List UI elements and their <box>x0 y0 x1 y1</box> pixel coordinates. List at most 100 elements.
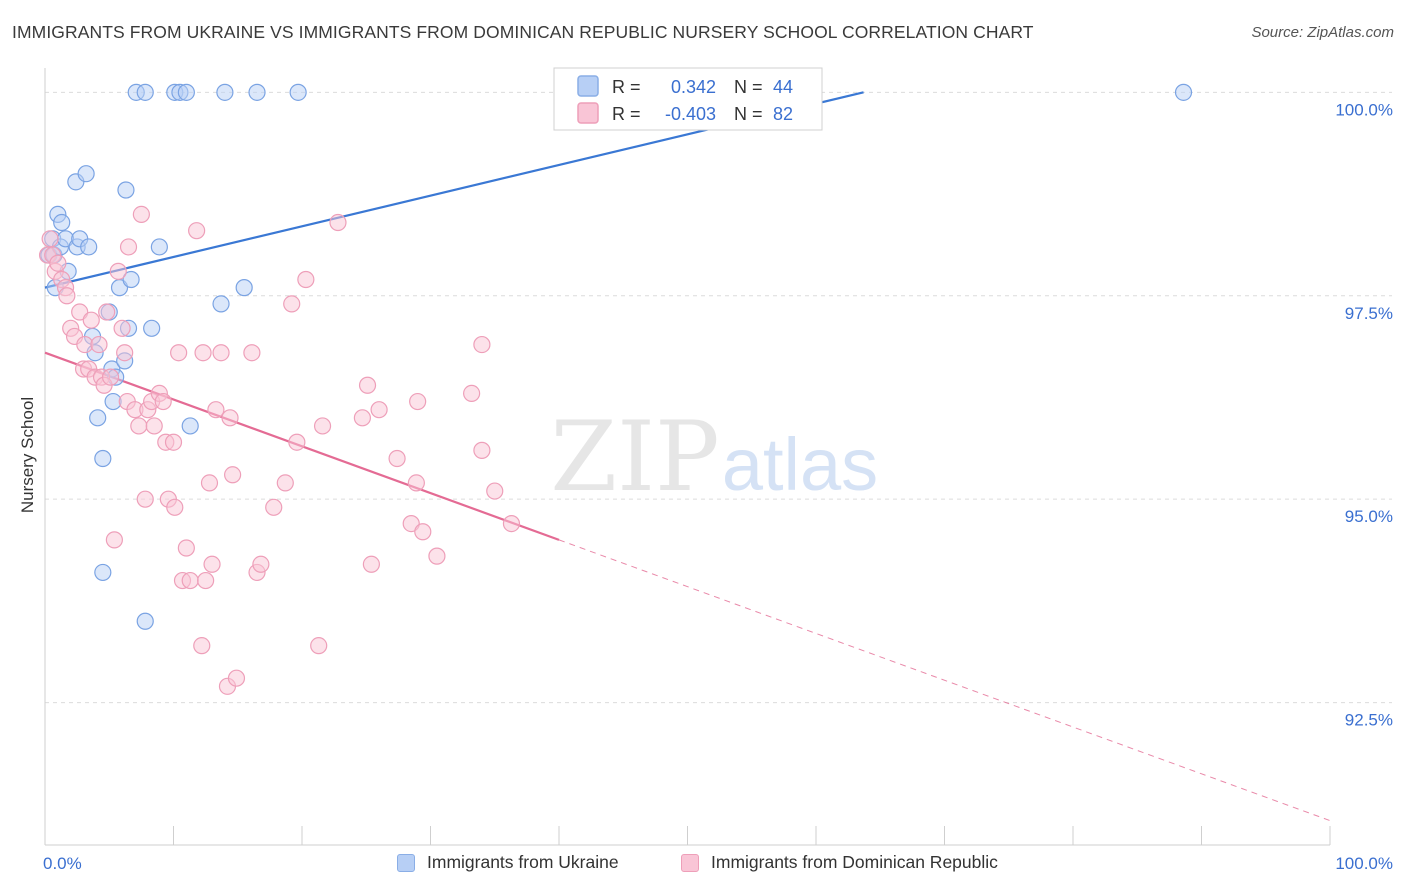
data-points <box>38 83 1193 695</box>
point-ukraine-39 <box>235 279 253 297</box>
legend-swatch-dominican-bottom <box>681 853 699 872</box>
point-dominican-65 <box>313 417 332 435</box>
point-ukraine-27 <box>122 270 140 289</box>
point-dominican-4 <box>49 254 67 272</box>
point-dominican-38 <box>164 433 183 451</box>
watermark-zip: ZIP <box>550 401 719 513</box>
point-dominican-63 <box>297 270 315 289</box>
point-dominican-75 <box>414 523 432 541</box>
point-dominican-23 <box>113 319 131 337</box>
point-dominican-78 <box>473 441 491 459</box>
point-dominican-79 <box>473 335 491 354</box>
point-ukraine-6 <box>53 213 71 232</box>
point-dominican-72 <box>402 514 420 533</box>
point-dominican-51 <box>212 344 230 362</box>
point-dominican-28 <box>130 417 148 435</box>
point-dominican-21 <box>105 531 123 549</box>
point-dominican-47 <box>197 571 215 590</box>
point-dominican-68 <box>358 376 377 394</box>
point-dominican-54 <box>224 466 242 484</box>
point-ukraine-35 <box>177 83 195 101</box>
point-ukraine-16 <box>89 409 107 427</box>
point-dominican-56 <box>243 344 261 362</box>
legend-r-label-dominican: R = <box>612 104 641 124</box>
point-ukraine-12 <box>77 165 95 183</box>
legend-r-label-ukraine: R = <box>612 77 641 97</box>
point-dominican-16 <box>90 335 108 354</box>
legend-swatch-dominican <box>577 102 599 124</box>
point-dominican-67 <box>353 409 371 427</box>
point-dominican-61 <box>283 295 301 313</box>
point-dominican-55 <box>227 669 246 687</box>
point-ukraine-37 <box>212 295 230 313</box>
point-dominican-58 <box>252 555 270 573</box>
point-dominican-42 <box>177 539 195 557</box>
point-ukraine-29 <box>136 83 154 101</box>
point-dominican-70 <box>370 401 388 419</box>
point-dominican-14 <box>82 311 100 329</box>
point-dominican-24 <box>116 344 134 362</box>
tick-labels: 92.5% 95.0% 97.5% 100.0% 0.0% 100.0% <box>43 100 1393 873</box>
point-dominican-30 <box>136 490 154 508</box>
legend-bottom: Immigrants from Ukraine Immigrants from … <box>0 852 1406 878</box>
grid-lines <box>45 91 1392 704</box>
legend-top: R = 0.342 N = 44 R = -0.403 N = 82 <box>553 67 823 131</box>
point-dominican-10 <box>71 303 89 321</box>
point-ukraine-41 <box>289 83 307 101</box>
point-dominican-39 <box>166 498 184 516</box>
trend-line-dominican-projection <box>558 539 1331 822</box>
point-ukraine-18 <box>94 563 112 582</box>
legend-n-value-dominican: 82 <box>773 104 793 124</box>
point-dominican-40 <box>170 344 188 362</box>
point-dominican-73 <box>407 474 425 492</box>
point-dominican-46 <box>194 344 212 362</box>
point-dominican-48 <box>200 474 219 492</box>
point-dominican-59 <box>265 498 283 516</box>
point-ukraine-17 <box>94 449 112 468</box>
x-tick-label-min: 0.0% <box>43 854 82 873</box>
watermark-atlas: atlas <box>722 423 878 506</box>
point-ukraine-43 <box>1174 83 1193 101</box>
point-dominican-50 <box>207 401 225 419</box>
legend-swatch-ukraine-bottom <box>397 853 415 872</box>
point-dominican-7 <box>58 287 76 305</box>
point-dominican-53 <box>221 409 239 427</box>
legend-n-value-ukraine: 44 <box>773 77 793 97</box>
y-tick-label-1: 95.0% <box>1345 507 1393 526</box>
axes <box>44 68 1331 846</box>
point-dominican-33 <box>145 417 163 435</box>
legend-item-dominican: Immigrants from Dominican Republic <box>681 852 998 873</box>
x-tick-label-max: 100.0% <box>1335 854 1393 873</box>
point-dominican-43 <box>181 571 199 590</box>
legend-label-ukraine: Immigrants from Ukraine <box>427 852 619 872</box>
point-ukraine-38 <box>216 83 234 101</box>
point-dominican-60 <box>276 474 294 492</box>
point-ukraine-13 <box>80 238 98 256</box>
point-dominican-71 <box>388 449 406 468</box>
point-ukraine-30 <box>136 612 154 630</box>
point-dominican-77 <box>463 384 481 403</box>
legend-r-value-dominican: -0.403 <box>665 104 716 124</box>
point-ukraine-32 <box>150 238 168 256</box>
point-dominican-74 <box>409 392 427 411</box>
legend-r-value-ukraine: 0.342 <box>671 77 716 97</box>
point-dominican-62 <box>288 433 306 451</box>
y-tick-label-0: 92.5% <box>1345 711 1393 730</box>
legend-n-label-ukraine: N = <box>734 77 763 97</box>
point-dominican-35 <box>154 392 172 411</box>
point-dominican-20 <box>101 368 120 386</box>
point-dominican-69 <box>362 555 380 573</box>
source-label: Source: ZipAtlas.com <box>1251 24 1394 41</box>
point-dominican-49 <box>203 555 221 573</box>
point-dominican-80 <box>486 482 504 500</box>
y-tick-label-3: 100.0% <box>1335 100 1393 119</box>
point-dominican-66 <box>329 213 347 232</box>
point-dominican-45 <box>193 637 211 655</box>
point-dominican-22 <box>109 262 127 280</box>
point-dominican-1 <box>41 230 59 248</box>
legend-swatch-ukraine <box>577 75 599 97</box>
legend-n-label-dominican: N = <box>734 104 763 124</box>
point-dominican-26 <box>119 238 138 256</box>
point-dominican-44 <box>188 222 206 240</box>
